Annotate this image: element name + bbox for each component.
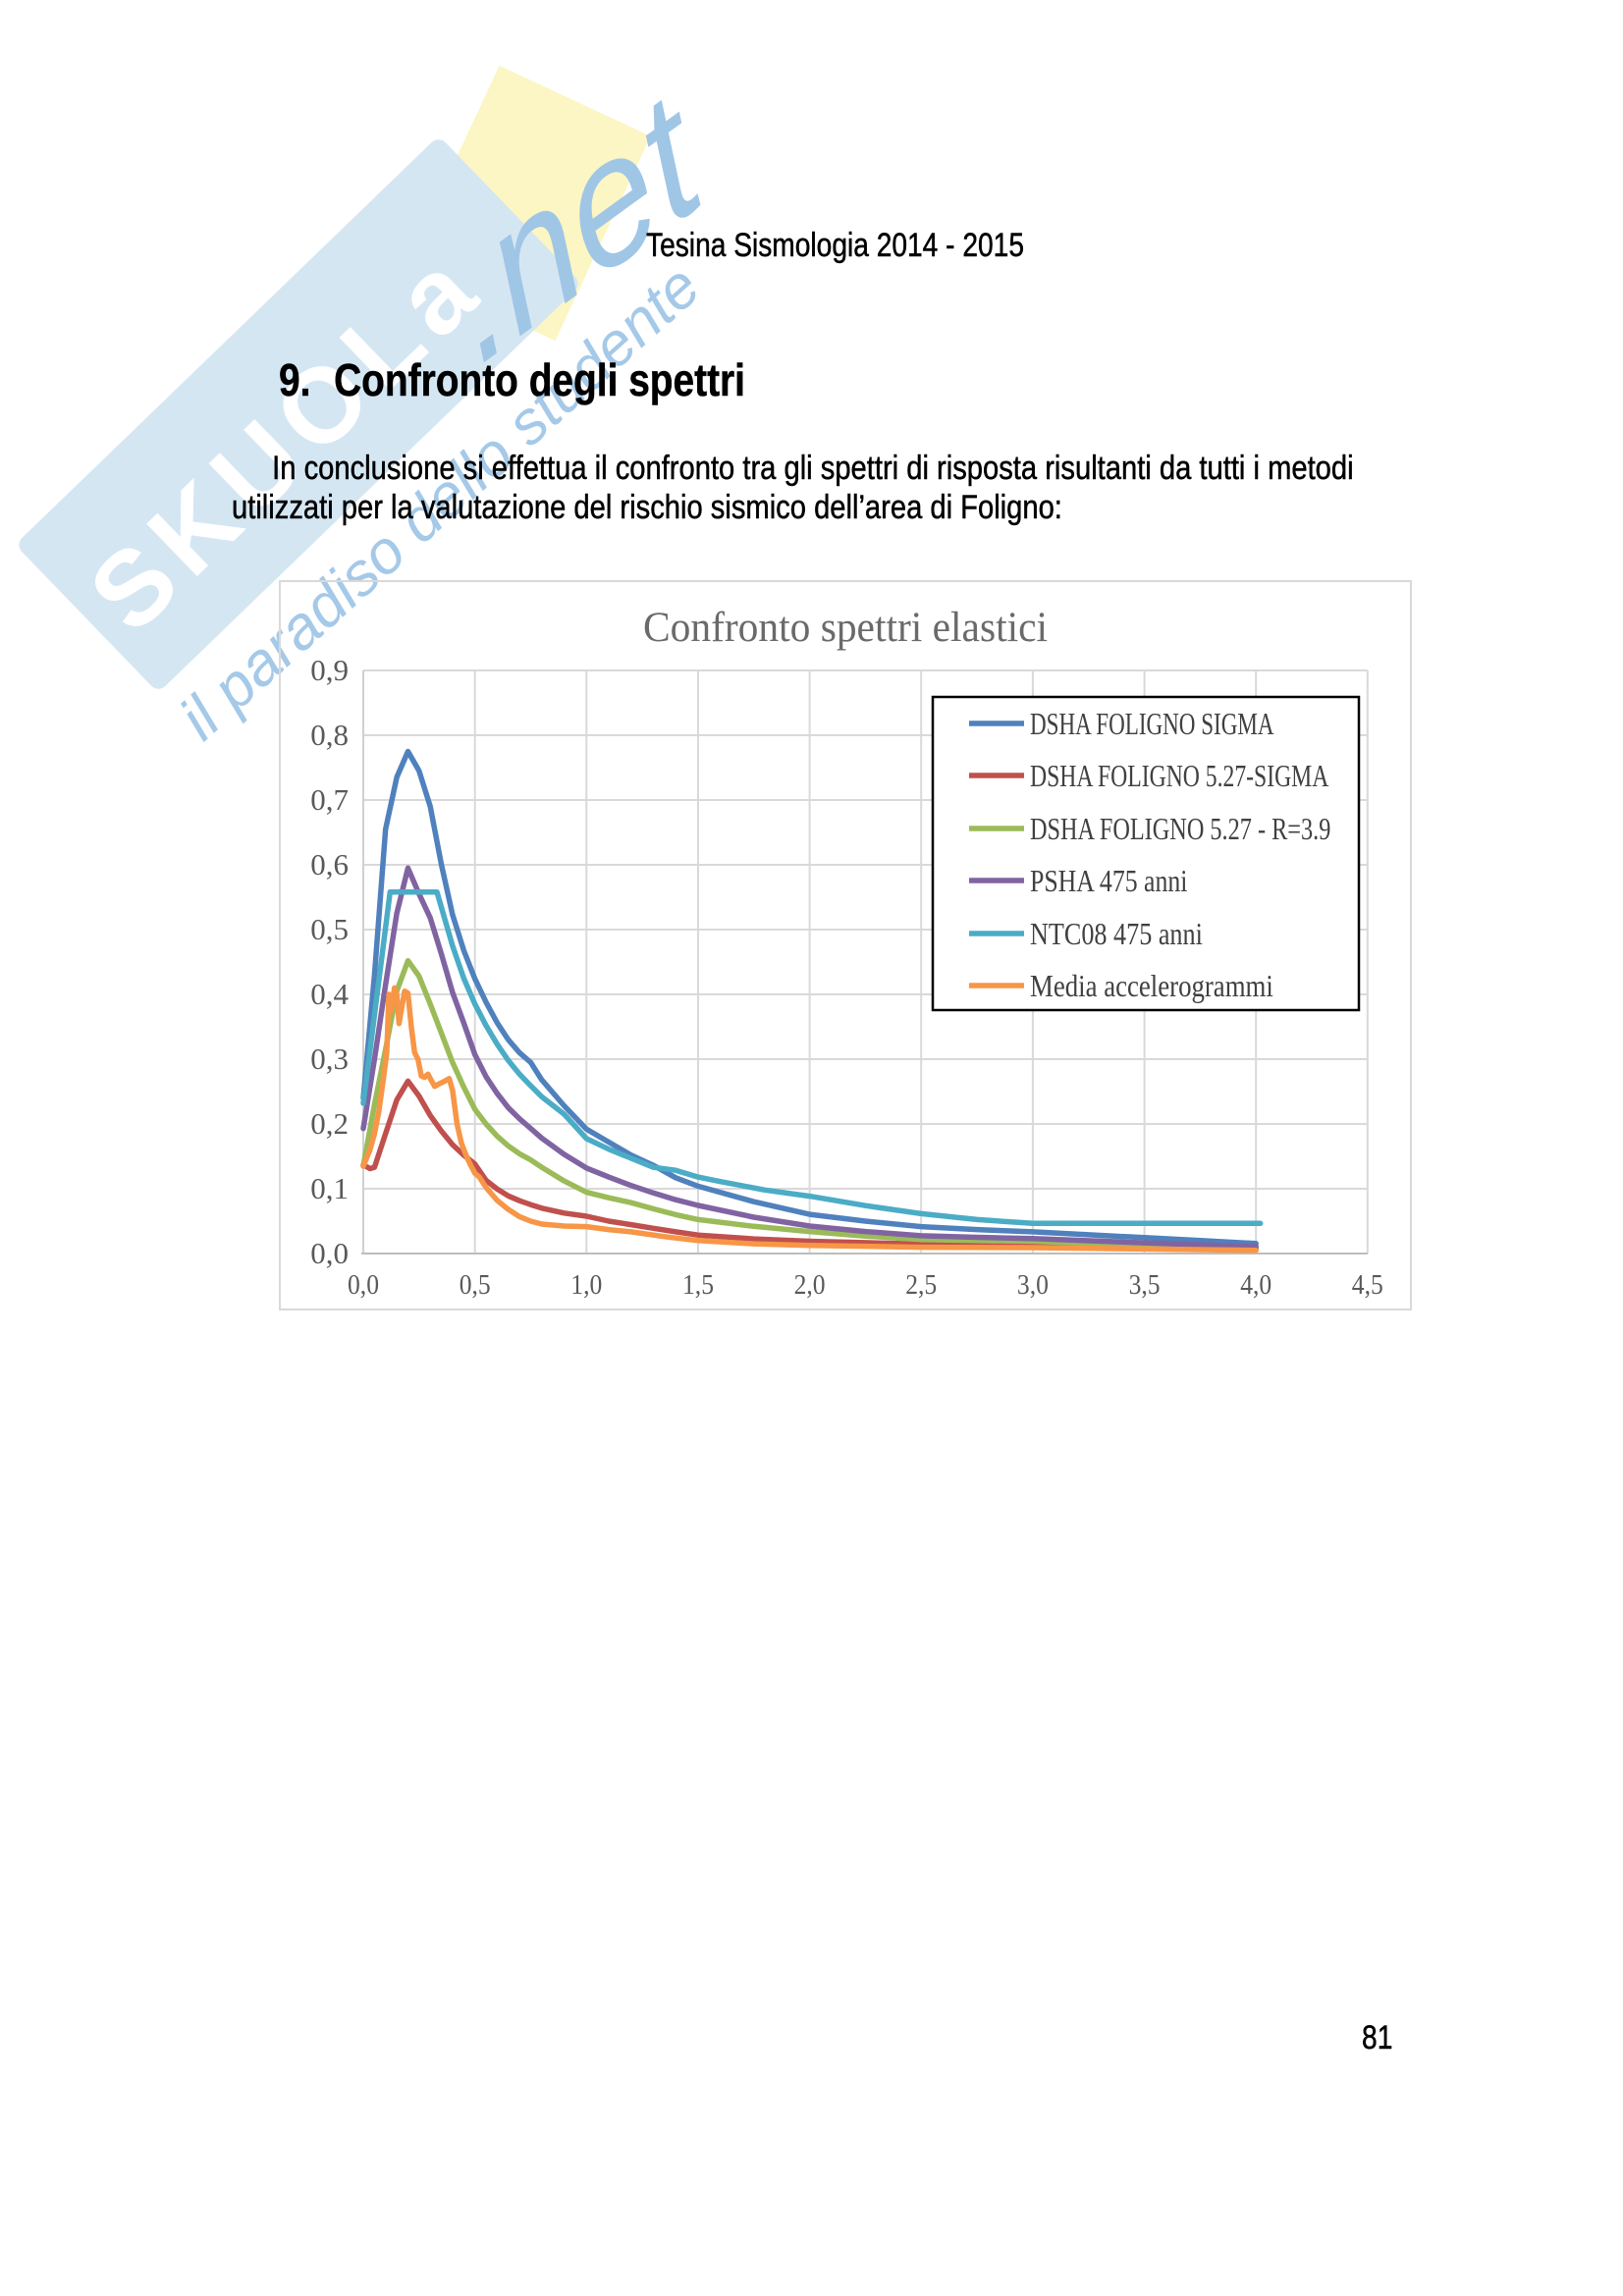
svg-text:2,5: 2,5 <box>905 1269 937 1301</box>
svg-text:PSHA 475 anni: PSHA 475 anni <box>1030 864 1187 898</box>
svg-text:0,1: 0,1 <box>310 1171 349 1205</box>
svg-text:Confronto spettri elastici: Confronto spettri elastici <box>643 604 1048 651</box>
svg-text:0,0: 0,0 <box>310 1236 349 1270</box>
svg-text:0,6: 0,6 <box>310 847 349 881</box>
svg-text:3,0: 3,0 <box>1017 1269 1049 1301</box>
svg-text:DSHA FOLIGNO 5.27 - R=3.9: DSHA FOLIGNO 5.27 - R=3.9 <box>1030 813 1330 847</box>
svg-text:0,2: 0,2 <box>310 1106 349 1141</box>
svg-text:1,0: 1,0 <box>570 1269 602 1301</box>
svg-text:0,5: 0,5 <box>310 912 349 946</box>
svg-text:0,9: 0,9 <box>310 653 349 687</box>
svg-text:NTC08 475 anni: NTC08 475 anni <box>1030 918 1203 952</box>
svg-text:2,0: 2,0 <box>794 1269 826 1301</box>
svg-text:0,7: 0,7 <box>310 782 349 817</box>
svg-text:0,3: 0,3 <box>310 1041 349 1076</box>
svg-text:0,5: 0,5 <box>460 1269 491 1301</box>
svg-text:1,5: 1,5 <box>682 1269 714 1301</box>
svg-text:4,0: 4,0 <box>1240 1269 1271 1301</box>
svg-text:3,5: 3,5 <box>1129 1269 1161 1301</box>
svg-text:4,5: 4,5 <box>1352 1269 1383 1301</box>
svg-text:0,8: 0,8 <box>310 718 349 752</box>
svg-text:0,0: 0,0 <box>348 1269 379 1301</box>
svg-text:DSHA FOLIGNO SIGMA: DSHA FOLIGNO SIGMA <box>1030 707 1274 742</box>
svg-text:Media accelerogrammi: Media accelerogrammi <box>1030 970 1273 1004</box>
svg-text:0,4: 0,4 <box>310 977 349 1011</box>
svg-text:DSHA FOLIGNO 5.27-SIGMA: DSHA FOLIGNO 5.27-SIGMA <box>1030 760 1329 794</box>
